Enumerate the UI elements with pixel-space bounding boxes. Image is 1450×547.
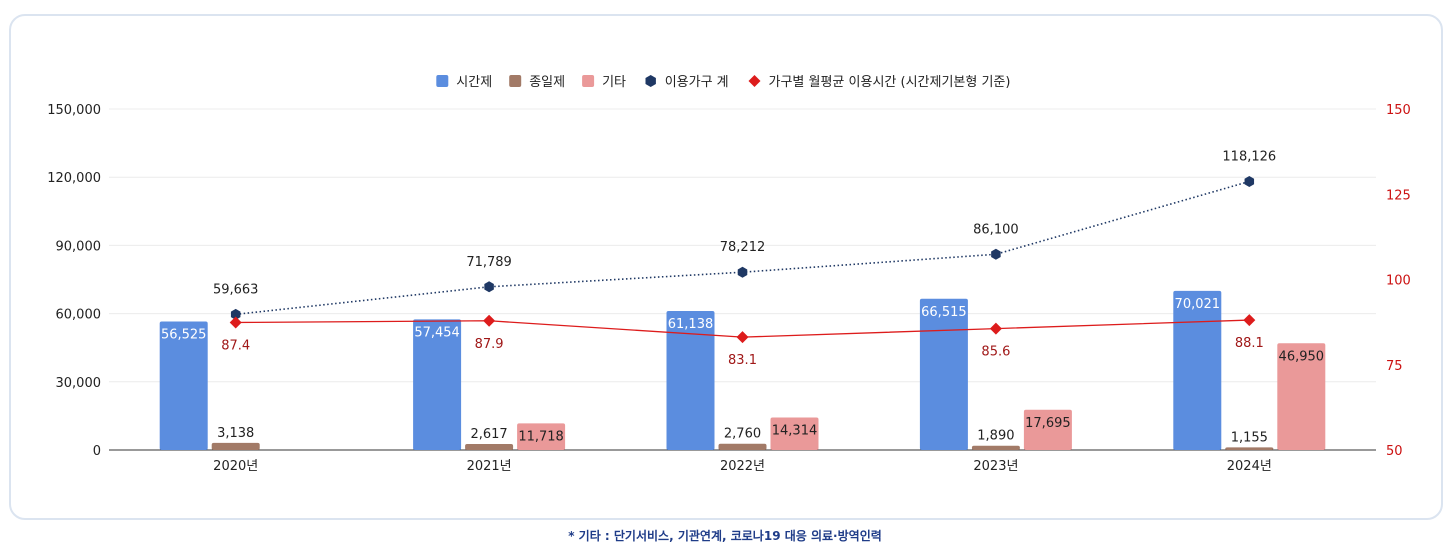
bar-data-label: 61,138: [668, 317, 714, 332]
bar-data-label: 2,760: [724, 427, 761, 442]
bar: [971, 445, 1020, 450]
legend-item: 가구별 월평균 이용시간 (시간제기본형 기준): [748, 75, 1011, 90]
bar: [517, 423, 566, 450]
grid-lines: [109, 108, 1376, 383]
line-data-label: 88.1: [1235, 336, 1264, 351]
hexagon-marker: [230, 308, 241, 320]
bar: [413, 319, 462, 450]
legend-label: 기타: [602, 75, 626, 90]
legend-item: 종일제: [509, 75, 565, 90]
diamond-marker: [229, 316, 242, 329]
y-left-tick-label: 0: [93, 444, 101, 459]
bar: [465, 444, 514, 450]
bar: [159, 321, 208, 450]
legend-label: 시간제: [456, 75, 492, 90]
bar-data-label: 1,155: [1231, 430, 1268, 445]
y-left-tick-label: 150,000: [47, 103, 101, 118]
legend-item: 기타: [582, 75, 626, 90]
bar: [211, 442, 260, 450]
x-tick-label: 2023년: [973, 459, 1018, 474]
line-data-label: 86,100: [973, 222, 1019, 237]
data-labels: 56,525 57,454 61,138 66,515 70,021 3,138 2,617…: [161, 149, 1324, 445]
diamond-marker: [1243, 314, 1256, 327]
bar-data-label: 3,138: [217, 426, 254, 441]
y-left-tick-label: 90,000: [56, 239, 102, 254]
bar: [666, 311, 715, 450]
combo-chart: 0 30,000 60,000 90,000 120,000 150,000 50 75 100…: [47, 75, 1411, 474]
bar-data-label: 70,021: [1175, 297, 1221, 312]
bar: [919, 298, 968, 450]
bar-data-label: 56,525: [161, 327, 207, 342]
x-tick-label: 2021년: [467, 459, 512, 474]
legend-swatch: [436, 75, 449, 87]
bar: [1173, 290, 1222, 450]
line-data-label: 71,789: [466, 255, 512, 270]
legend-swatch: [645, 75, 656, 87]
y-right-tick-label: 50: [1386, 444, 1403, 459]
bar-data-label: 11,718: [518, 429, 564, 444]
bar: [770, 417, 819, 450]
legend-label: 이용가구 계: [665, 75, 729, 90]
lines: [229, 175, 1256, 344]
hexagon-marker: [484, 281, 494, 293]
y-right-tick-label: 100: [1386, 274, 1411, 289]
legend-swatch: [509, 75, 522, 87]
bar: [1023, 409, 1072, 450]
bar-data-label: 17,695: [1025, 416, 1071, 431]
x-tick-label: 2022년: [720, 459, 765, 474]
bar: [1277, 343, 1326, 450]
y-left-tick-label: 60,000: [56, 308, 102, 323]
diamond-marker: [483, 314, 496, 327]
bar-data-label: 14,314: [772, 423, 818, 438]
bar-data-label: 1,890: [977, 429, 1014, 444]
y-right-tick-label: 75: [1386, 359, 1403, 374]
bar-data-label: 66,515: [921, 305, 967, 320]
chart-card: 0 30,000 60,000 90,000 120,000 150,000 50 75 100…: [9, 14, 1443, 520]
line-data-label: 87.9: [475, 337, 504, 352]
line-data-label: 118,126: [1222, 149, 1276, 164]
line-data-label: 59,663: [213, 282, 259, 297]
legend-label: 종일제: [529, 75, 565, 90]
legend-label: 가구별 월평균 이용시간 (시간제기본형 기준): [769, 75, 1011, 90]
y-left-tick-label: 30,000: [56, 376, 102, 391]
footnote: * 기타 : 단기서비스, 기관연계, 코로나19 대응 의료·방역인력: [568, 529, 882, 543]
hexagon-marker: [1244, 175, 1255, 187]
legend-item: 이용가구 계: [645, 75, 729, 90]
diamond-marker: [736, 331, 749, 344]
hexagon-marker: [737, 266, 748, 278]
diamond-marker: [989, 322, 1002, 335]
hexagon-marker: [991, 248, 1001, 260]
bar-data-label: 57,454: [414, 325, 460, 340]
bar: [1225, 447, 1274, 450]
x-tick-label: 2020년: [213, 459, 258, 474]
y-right-tick-label: 125: [1386, 188, 1411, 203]
line-data-label: 87.4: [221, 338, 250, 353]
y-left-tick-label: 120,000: [47, 171, 101, 186]
axes: 0 30,000 60,000 90,000 120,000 150,000 50 75 100…: [47, 103, 1411, 474]
legend-swatch: [582, 75, 595, 87]
bar-data-label: 2,617: [470, 427, 507, 442]
legend-item: 시간제: [436, 75, 492, 90]
bars: [159, 290, 1326, 450]
y-right-tick-label: 150: [1386, 103, 1411, 118]
x-tick-label: 2024년: [1227, 459, 1272, 474]
line-data-label: 85.6: [981, 345, 1010, 360]
line-data-label: 83.1: [728, 353, 757, 368]
bar: [718, 443, 767, 450]
line-data-label: 78,212: [720, 240, 766, 255]
bar-data-label: 46,950: [1279, 349, 1325, 364]
legend: 시간제 종일제 기타 이용가구 계 가구별 월평균 이용시간 (시간제기본형 기준): [436, 75, 1010, 90]
legend-swatch: [748, 75, 761, 87]
